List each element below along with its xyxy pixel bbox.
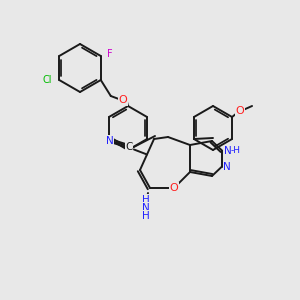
Text: H: H (142, 195, 150, 205)
Text: C: C (125, 142, 133, 152)
Text: N: N (223, 161, 231, 172)
Text: O: O (236, 106, 244, 116)
Text: O: O (118, 95, 127, 105)
Text: N: N (224, 146, 232, 155)
Text: N: N (142, 203, 150, 213)
Text: H: H (142, 211, 150, 221)
Text: Cl: Cl (43, 75, 52, 85)
Text: -H: -H (231, 146, 241, 155)
Text: N: N (106, 136, 114, 146)
Text: F: F (107, 49, 112, 59)
Text: O: O (169, 183, 178, 193)
